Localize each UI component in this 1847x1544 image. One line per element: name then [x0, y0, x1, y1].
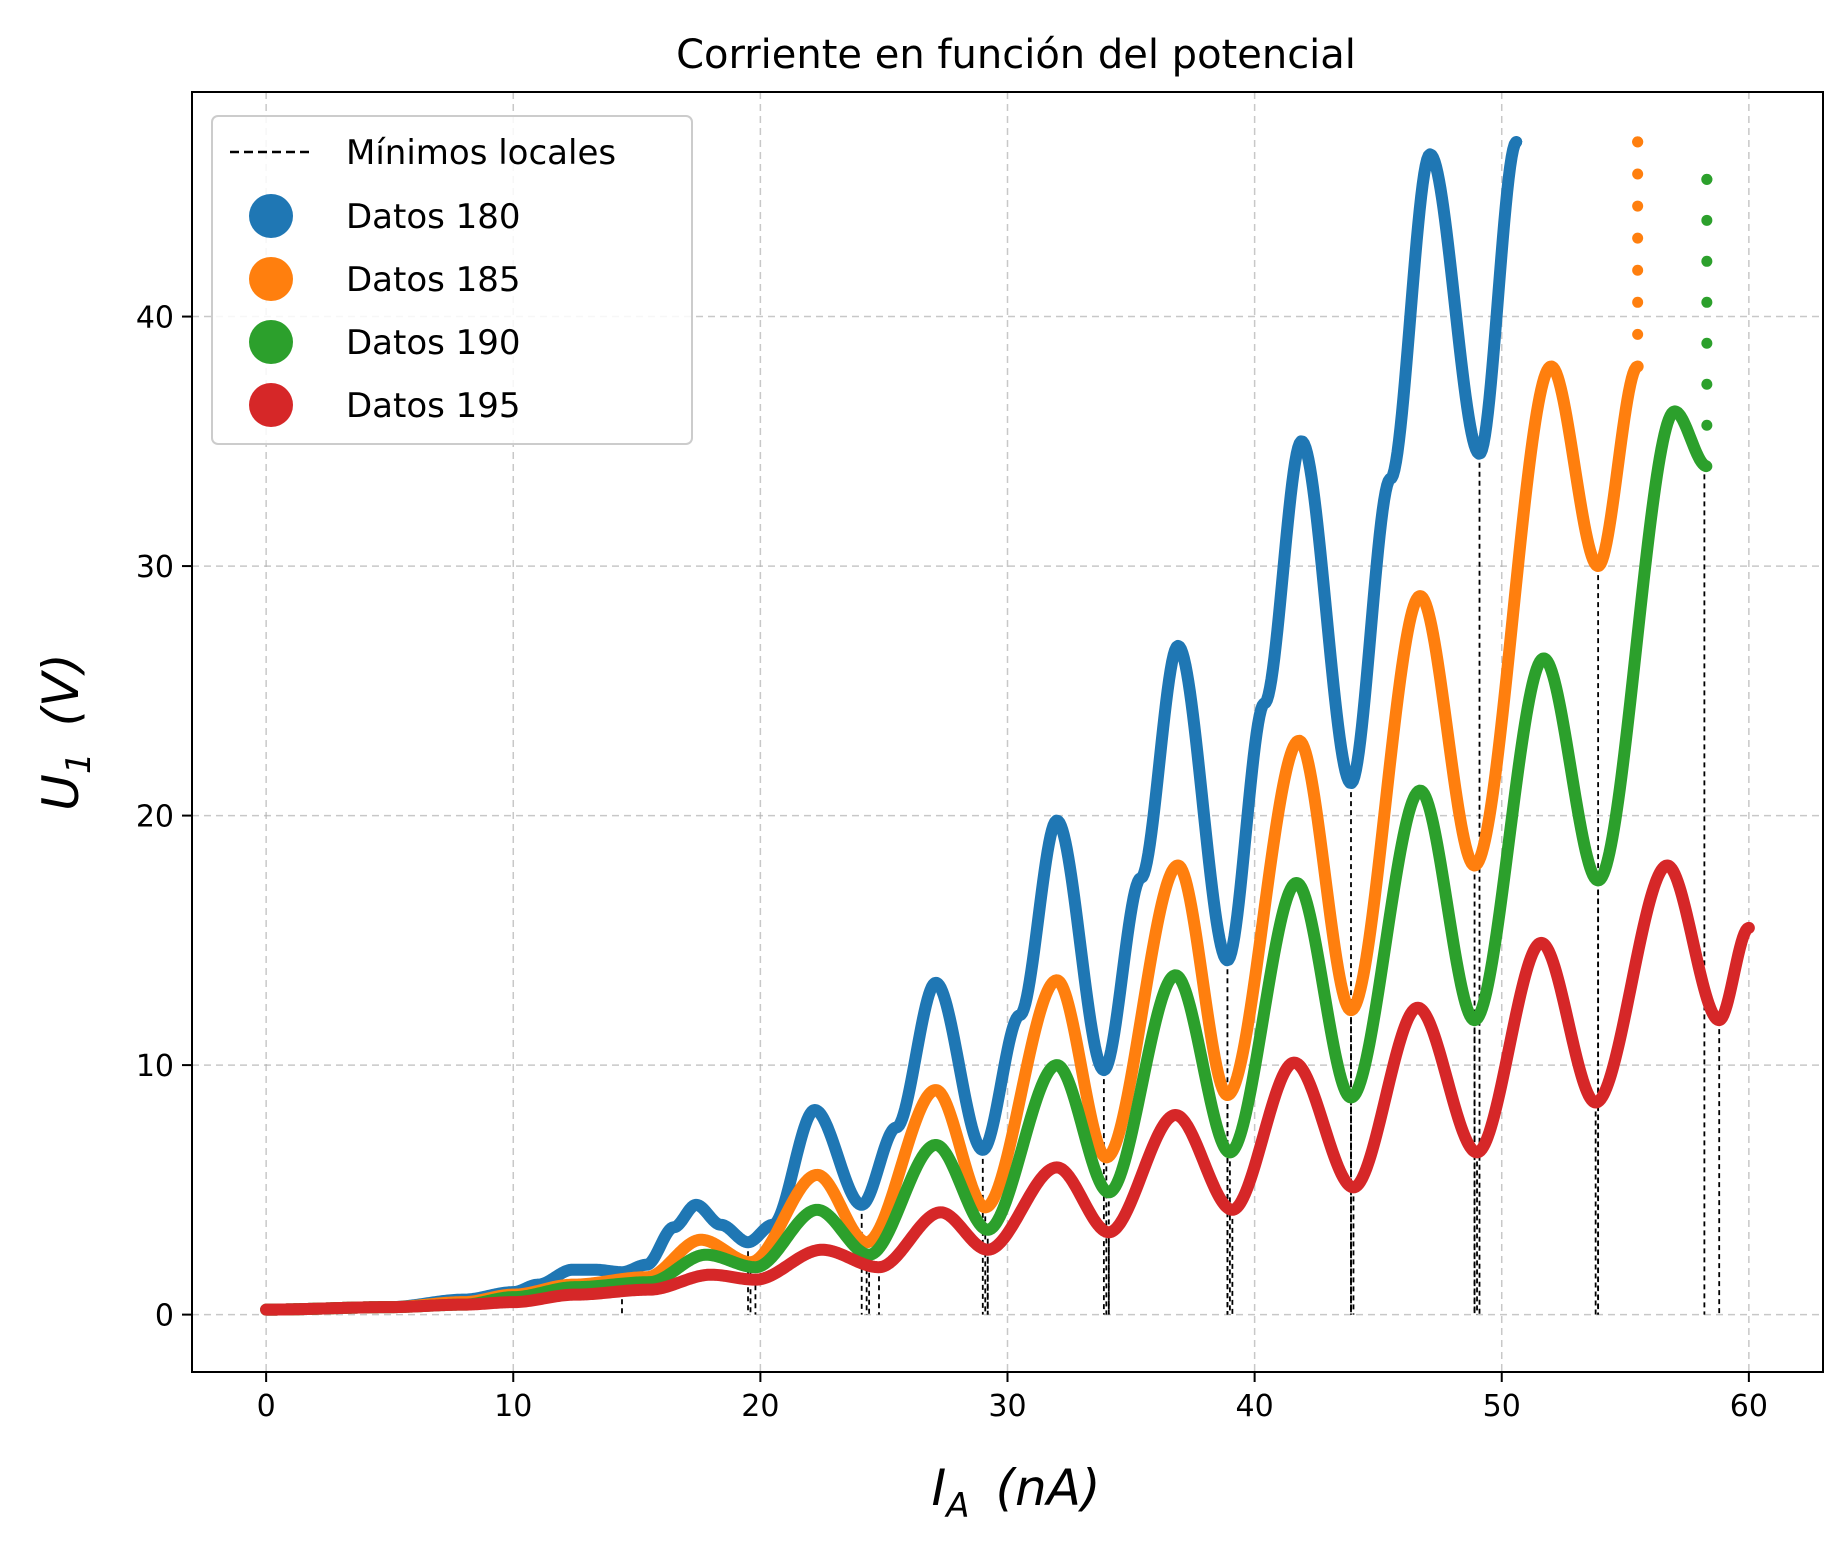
- series-point: [1632, 328, 1644, 340]
- y-axis-label: U1(V): [32, 653, 99, 810]
- legend-marker-datos-190: [249, 320, 293, 364]
- legend-label-datos-180: Datos 180: [346, 197, 521, 237]
- series-point: [1701, 255, 1713, 267]
- series-line: [260, 405, 1712, 1316]
- x-tick-label: 50: [1483, 1389, 1521, 1424]
- legend: Mínimos locales Datos 180 Datos 185 Dato…: [211, 115, 693, 445]
- legend-marker-datos-195: [249, 383, 293, 427]
- series-point: [1701, 296, 1713, 308]
- y-axis: 0 10 20 30 40: [136, 301, 192, 1334]
- series-point: [1511, 136, 1523, 148]
- x-tick-label: 0: [257, 1389, 276, 1424]
- chart-title: Corriente en función del potencial: [676, 32, 1356, 78]
- series-point: [1701, 419, 1713, 431]
- series-datos-195: [260, 859, 1755, 1316]
- x-axis: 0 10 20 30 40 50 60: [257, 1372, 1768, 1424]
- x-tick-label: 20: [741, 1389, 779, 1424]
- legend-label-datos-190: Datos 190: [346, 323, 521, 363]
- series-point: [1632, 296, 1644, 308]
- x-tick-label: 40: [1236, 1389, 1274, 1424]
- legend-box: [211, 115, 693, 445]
- series-point: [1632, 264, 1644, 276]
- legend-label-minima: Mínimos locales: [346, 133, 616, 173]
- legend-label-datos-185: Datos 185: [346, 260, 521, 300]
- legend-label-datos-195: Datos 195: [346, 386, 521, 426]
- series-point: [1632, 200, 1644, 212]
- series-line: [260, 859, 1755, 1316]
- x-tick-label: 60: [1730, 1389, 1768, 1424]
- series-point: [1632, 136, 1644, 148]
- y-tick-label: 30: [136, 550, 174, 585]
- series-point: [1701, 378, 1713, 390]
- legend-marker-datos-180: [249, 194, 293, 238]
- x-tick-label: 30: [988, 1389, 1026, 1424]
- series-point: [1701, 214, 1713, 226]
- legend-marker-datos-185: [249, 257, 293, 301]
- series-layer: [260, 136, 1755, 1316]
- y-tick-label: 0: [155, 1299, 174, 1334]
- series-point: [1701, 460, 1713, 472]
- y-tick-label: 20: [136, 800, 174, 835]
- series-point: [1701, 173, 1713, 185]
- series-point: [1632, 168, 1644, 180]
- x-axis-label: IA (nA): [932, 1459, 1101, 1526]
- series-point: [1632, 232, 1644, 244]
- y-tick-label: 40: [136, 301, 174, 336]
- x-tick-label: 10: [494, 1389, 532, 1424]
- y-tick-label: 10: [136, 1049, 174, 1084]
- series-point: [1632, 360, 1644, 372]
- series-point: [1701, 337, 1713, 349]
